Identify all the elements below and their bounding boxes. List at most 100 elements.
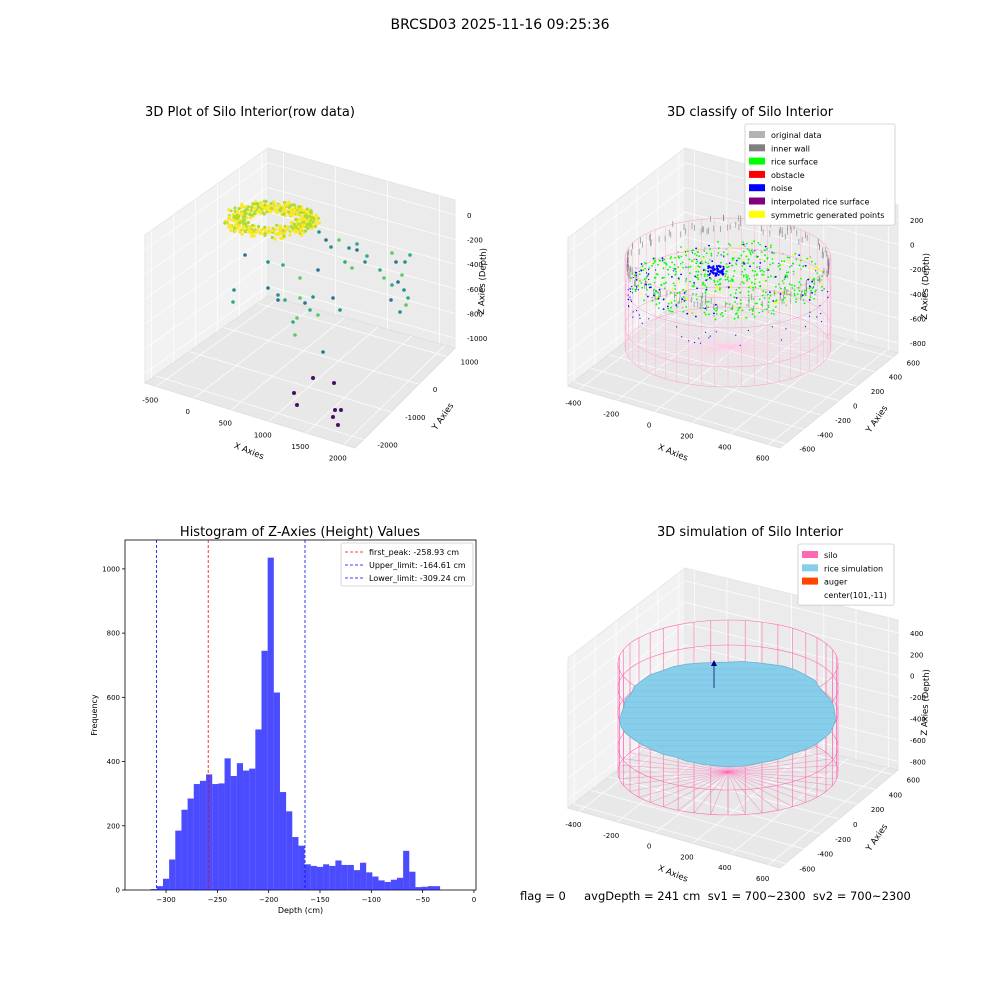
noise-point (635, 274, 637, 277)
surface-point (725, 263, 728, 265)
silo-spoke (727, 346, 818, 368)
x-tick-label: 200 (680, 853, 693, 861)
surface-point (667, 302, 670, 305)
legend-label: auger (824, 578, 848, 587)
surface-point (732, 280, 734, 283)
noise-point (637, 289, 639, 291)
surface-point (730, 280, 732, 282)
surface-point (729, 285, 732, 288)
surface-point (685, 290, 687, 293)
noise-point (629, 291, 632, 293)
surface-point (704, 284, 706, 287)
legend-label: silo (824, 551, 838, 560)
surface-point (735, 289, 738, 291)
data-point (276, 293, 280, 297)
data-point (260, 204, 264, 208)
surface-point (727, 265, 730, 268)
histogram-bar (360, 862, 367, 890)
data-point (292, 208, 296, 212)
data-point (408, 253, 412, 257)
surface-point (743, 263, 745, 265)
y-tick-label: -400 (817, 851, 833, 859)
data-point (378, 268, 382, 272)
surface-point (774, 302, 777, 305)
histogram-bar (403, 850, 410, 890)
z-tick-label: -800 (467, 310, 483, 318)
surface-point (766, 257, 769, 260)
surface-point (743, 316, 746, 319)
surface-point (716, 280, 719, 283)
surface-point (763, 308, 766, 311)
data-point (292, 212, 296, 217)
surface-point (700, 295, 703, 298)
surface-point (641, 265, 644, 268)
surface-point (793, 293, 796, 295)
z-tick-label: 400 (910, 630, 923, 638)
surface-point (698, 255, 700, 257)
data-point (299, 233, 304, 237)
data-point (233, 214, 237, 218)
y-gridline (257, 302, 447, 357)
surface-point (741, 265, 744, 267)
noise-point (820, 321, 822, 323)
silo-spoke (676, 346, 729, 382)
surface-point (634, 284, 637, 287)
legend-swatch (802, 577, 818, 585)
data-point (355, 242, 359, 246)
histogram-bar (298, 845, 305, 890)
surface-point (781, 252, 784, 255)
x-tick-label: 0 (647, 421, 651, 429)
surface-point (756, 266, 758, 269)
surface-point (697, 247, 700, 250)
noise-point (715, 265, 718, 267)
noise-point (747, 329, 749, 332)
histogram-bar (409, 871, 416, 890)
data-point (305, 219, 310, 223)
surface-point (642, 269, 645, 271)
surface-point (733, 317, 736, 320)
surface-point (727, 280, 730, 282)
noise-point (684, 251, 687, 253)
surface-point (774, 306, 777, 308)
surface-point (799, 259, 802, 262)
surface-point (680, 255, 683, 258)
data-point (338, 308, 342, 312)
surface-point (749, 251, 752, 254)
surface-point (669, 257, 672, 260)
data-point (263, 233, 267, 237)
y-tick-label: -600 (799, 866, 815, 874)
data-point (313, 224, 317, 228)
data-point (305, 207, 309, 211)
surface-point (814, 263, 817, 265)
surface-point (813, 298, 816, 300)
surface-point (757, 242, 760, 244)
noise-point (696, 258, 698, 261)
simulation-legend: silo rice simulation auger center(101,-11) (797, 543, 895, 606)
surface-point (793, 294, 796, 297)
legend-swatch (749, 197, 765, 205)
data-point (248, 216, 252, 220)
silo-spoke (628, 346, 729, 358)
surface-point (785, 271, 788, 274)
surface-point (751, 281, 753, 284)
y-tick-label: 400 (889, 791, 902, 799)
surface-point (653, 288, 656, 291)
surface-point (779, 286, 781, 289)
surface-point (695, 254, 698, 257)
surface-point (671, 288, 674, 290)
histogram-bar (243, 770, 250, 890)
data-point (283, 201, 287, 205)
surface-point (775, 300, 777, 303)
x-tick-label: 400 (718, 864, 731, 872)
surface-point (823, 288, 826, 290)
surface-point (742, 282, 745, 284)
y-tick-label: 0 (116, 887, 120, 895)
data-point (310, 216, 314, 220)
data-point (287, 205, 291, 209)
noise-point (713, 267, 715, 270)
surface-point (752, 298, 755, 300)
silo-spoke (727, 308, 755, 348)
surface-point (663, 287, 666, 290)
data-point (301, 225, 305, 229)
silo-spoke (727, 771, 779, 811)
